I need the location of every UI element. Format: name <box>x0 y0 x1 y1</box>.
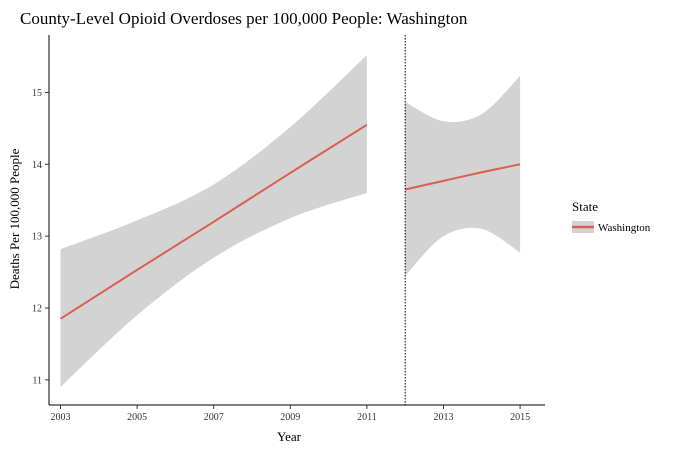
x-tick-label: 2013 <box>434 412 454 423</box>
series-line-segment-1 <box>59 123 368 320</box>
plot-area <box>59 35 521 405</box>
x-tick-label: 2007 <box>204 412 224 423</box>
x-tick-label: 2015 <box>510 412 530 423</box>
legend-key-washington <box>572 221 594 233</box>
legend-title: State <box>572 199 598 214</box>
y-tick-label: 15 <box>32 88 42 99</box>
x-tick-label: 2005 <box>127 412 147 423</box>
legend-label-washington: Washington <box>598 222 651 234</box>
y-tick-label: 14 <box>32 160 42 171</box>
chart-title: County-Level Opioid Overdoses per 100,00… <box>20 9 468 28</box>
series-line-segment-2 <box>404 163 521 191</box>
x-tick-label: 2003 <box>50 412 70 423</box>
y-tick-label: 12 <box>32 304 42 315</box>
x-axis-label: Year <box>277 429 302 444</box>
y-ticks: 11 12 13 14 15 <box>32 88 49 386</box>
x-ticks: 2003 2005 2007 2009 2011 2013 2015 <box>50 405 530 423</box>
y-tick-label: 11 <box>32 375 42 386</box>
x-tick-label: 2009 <box>280 412 300 423</box>
legend: State Washington <box>572 199 651 234</box>
y-axis-label: Deaths Per 100,000 People <box>7 148 22 289</box>
y-tick-label: 13 <box>32 232 42 243</box>
x-tick-label: 2011 <box>357 412 377 423</box>
